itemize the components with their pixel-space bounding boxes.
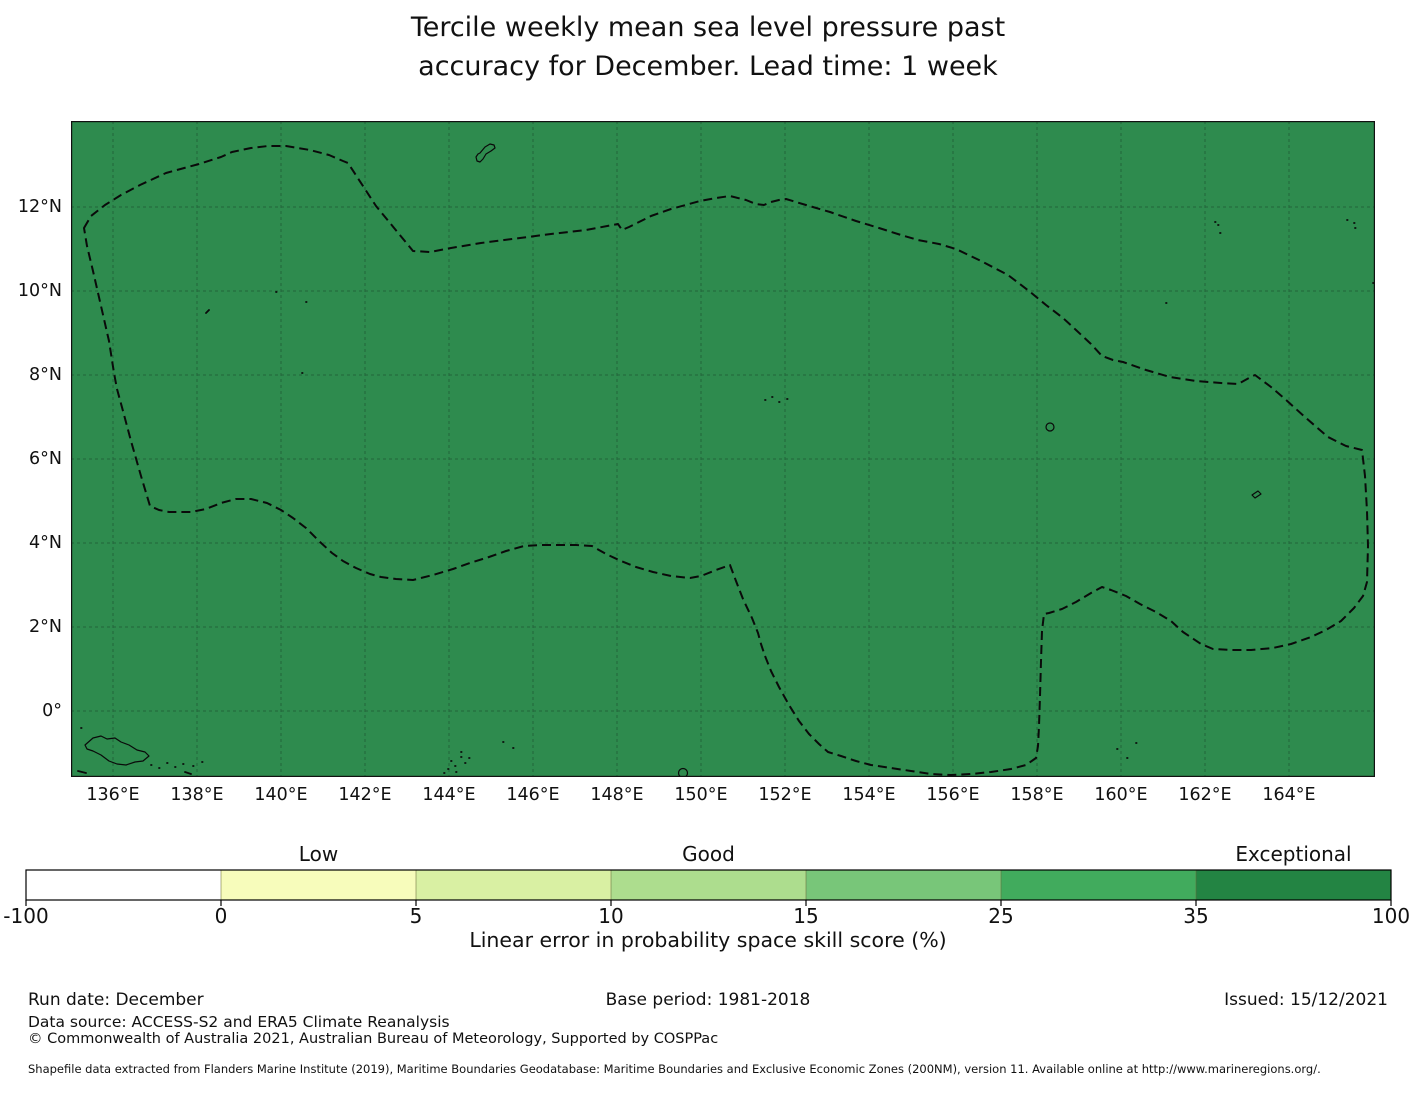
eez-boundary: [83, 145, 1369, 776]
colorbar-segment: [26, 870, 221, 900]
x-tick-label: 154°E: [842, 785, 896, 805]
colorbar-tick-label: 100: [1372, 904, 1410, 928]
title-line-2: accuracy for December. Lead time: 1 week: [418, 51, 998, 82]
x-tick-label: 158°E: [1010, 785, 1064, 805]
x-tick-label: 156°E: [926, 785, 980, 805]
colorbar-segment: [1001, 870, 1196, 900]
title-line-1: Tercile weekly mean sea level pressure p…: [410, 12, 1006, 43]
x-tick-label: 164°E: [1262, 785, 1316, 805]
colorbar-tick-label: -100: [3, 904, 48, 928]
small-round-island: [677, 767, 689, 777]
map-canvas: [71, 121, 1375, 777]
data-source-text: Data source: ACCESS-S2 and ERA5 Climate …: [28, 1013, 450, 1031]
figure-title: Tercile weekly mean sea level pressure p…: [0, 8, 1416, 86]
sea-fill: [71, 121, 1375, 777]
x-tick-label: 148°E: [590, 785, 644, 805]
y-tick-label: 0°: [42, 701, 62, 721]
x-tick-label: 142°E: [338, 785, 392, 805]
x-tick-label: 140°E: [254, 785, 308, 805]
colorbar-segments: [26, 870, 1391, 900]
colorbar-outline: [25, 869, 1392, 901]
y-tick-label: 2°N: [29, 617, 62, 637]
colorbar-region-label: Low: [299, 843, 338, 866]
islands: [77, 143, 1375, 777]
manus-island: [84, 735, 150, 766]
colorbar-segment: [1196, 870, 1391, 900]
x-tick-label: 150°E: [674, 785, 728, 805]
colorbar-segment: [806, 870, 1001, 900]
colorbar-axis-label: Linear error in probability space skill …: [469, 928, 947, 952]
colorbar-tick-label: 0: [215, 904, 228, 928]
x-tick-label: 152°E: [758, 785, 812, 805]
x-tick-label: 160°E: [1094, 785, 1148, 805]
run-date-text: Run date: December: [28, 990, 204, 1010]
x-tick-label: 136°E: [86, 785, 140, 805]
atoll-ring-island: [1045, 422, 1055, 432]
colorbar-tick-label: 10: [598, 904, 623, 928]
map-border: [71, 121, 1375, 777]
kosrae-island: [1251, 490, 1262, 499]
x-tick-label: 162°E: [1178, 785, 1232, 805]
x-tick-label: 138°E: [170, 785, 224, 805]
colorbar-ticks: [25, 900, 1392, 906]
y-tick-label: 6°N: [29, 449, 62, 469]
islet-dots: [77, 219, 1375, 775]
y-tick-label: 10°N: [17, 281, 62, 301]
colorbar-segment: [611, 870, 806, 900]
x-tick-label: 146°E: [506, 785, 560, 805]
colorbar-tick-label: 15: [793, 904, 818, 928]
guam-island: [475, 143, 496, 163]
y-tick-label: 12°N: [17, 197, 62, 217]
colorbar-region-label: Good: [682, 843, 735, 866]
copyright-text: © Commonwealth of Australia 2021, Austra…: [28, 1031, 719, 1047]
colorbar-region-label: Exceptional: [1235, 843, 1351, 866]
colorbar: Low Good Exceptional -100 0 5 10 15 25 3…: [3, 843, 1410, 928]
shapefile-note-text: Shapefile data extracted from Flanders M…: [28, 1062, 1321, 1076]
colorbar-tick-label: 25: [988, 904, 1013, 928]
colorbar-segment: [416, 870, 611, 900]
colorbar-tick-label: 5: [410, 904, 423, 928]
colorbar-segment: [221, 870, 416, 900]
issued-date-text: Issued: 15/12/2021: [1224, 990, 1388, 1010]
base-period-text: Base period: 1981-2018: [605, 990, 811, 1010]
y-tick-label: 8°N: [29, 365, 62, 385]
colorbar-tick-label: 35: [1183, 904, 1208, 928]
y-tick-label: 4°N: [29, 533, 62, 553]
colorbar-segment-dividers: [220, 870, 1197, 900]
x-tick-label: 144°E: [422, 785, 476, 805]
